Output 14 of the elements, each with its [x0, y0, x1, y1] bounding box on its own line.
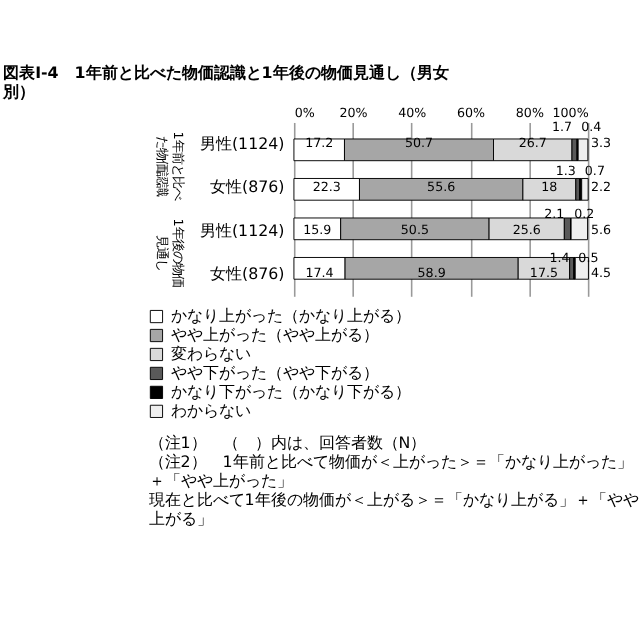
text: （注1） （ ）内は、回答者数（N）: [148, 433, 427, 452]
y-tick-label: 男性(1124): [199, 134, 285, 153]
text: 現在と比べて1年後の物価が＜上がる＞＝「かなり上がる」＋「やや上がる」: [148, 490, 639, 528]
legend-label: わからない: [170, 402, 251, 421]
chart-title: 図表Ⅰ-4 1年前と比べた物価認識と1年後の物価見通し（男女別）: [1, 63, 449, 101]
y-tick-label: 男性(1124): [199, 221, 285, 240]
legend-label: やや上がった（やや上がる）: [170, 326, 379, 345]
legend-label: 変わらない: [170, 345, 251, 364]
y-tick-label: 女性(876): [210, 178, 285, 197]
y-tick-label: 女性(876): [210, 265, 285, 284]
legend-label: かなり下がった（かなり下がる）: [170, 383, 411, 402]
legend-label: かなり上がった（かなり上がる）: [170, 307, 411, 326]
text: （注2） 1年前と比べて物価が＜上がった＞＝「かなり上がった」＋「やや上がった」: [148, 452, 633, 490]
legend-label: やや下がった（やや下がる）: [170, 364, 379, 383]
